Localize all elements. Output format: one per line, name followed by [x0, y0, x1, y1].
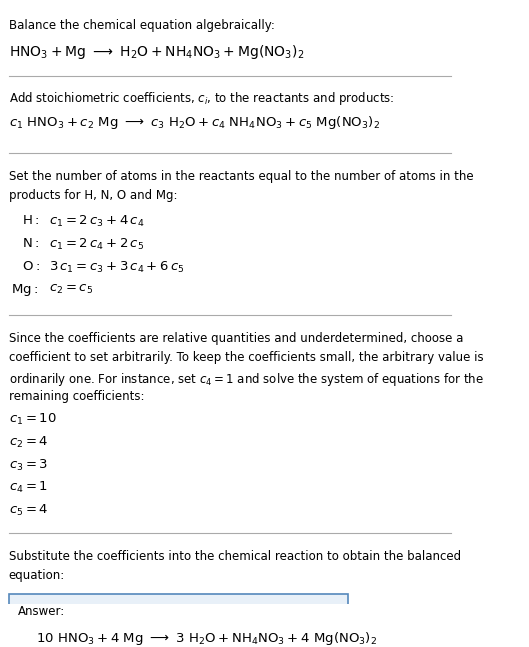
Text: $3\,c_1 = c_3 + 3\,c_4 + 6\,c_5$: $3\,c_1 = c_3 + 3\,c_4 + 6\,c_5$ — [49, 259, 185, 275]
Text: $c_1 = 2\,c_3 + 4\,c_4$: $c_1 = 2\,c_3 + 4\,c_4$ — [49, 214, 145, 229]
Text: Set the number of atoms in the reactants equal to the number of atoms in the: Set the number of atoms in the reactants… — [8, 170, 473, 182]
Text: $c_1\ \mathrm{HNO_3} + c_2\ \mathrm{Mg}\ \longrightarrow\ c_3\ \mathrm{H_2O} + c: $c_1\ \mathrm{HNO_3} + c_2\ \mathrm{Mg}\… — [8, 114, 380, 131]
Text: Since the coefficients are relative quantities and underdetermined, choose a: Since the coefficients are relative quan… — [8, 332, 463, 345]
Text: $c_2 = 4$: $c_2 = 4$ — [8, 435, 48, 450]
Text: $c_4 = 1$: $c_4 = 1$ — [8, 480, 48, 496]
Text: $c_2 = c_5$: $c_2 = c_5$ — [49, 283, 94, 296]
Text: $c_3 = 3$: $c_3 = 3$ — [8, 457, 48, 473]
Text: products for H, N, O and Mg:: products for H, N, O and Mg: — [8, 189, 177, 202]
Text: $c_5 = 4$: $c_5 = 4$ — [8, 503, 48, 518]
Text: $c_1 = 2\,c_4 + 2\,c_5$: $c_1 = 2\,c_4 + 2\,c_5$ — [49, 237, 144, 252]
Text: Balance the chemical equation algebraically:: Balance the chemical equation algebraica… — [8, 19, 275, 32]
Text: $\mathrm{HNO_3 + Mg\ \longrightarrow\ H_2O + NH_4NO_3 + Mg(NO_3)_2}$: $\mathrm{HNO_3 + Mg\ \longrightarrow\ H_… — [8, 43, 304, 61]
Text: Add stoichiometric coefficients, $c_i$, to the reactants and products:: Add stoichiometric coefficients, $c_i$, … — [8, 90, 394, 107]
Text: $\mathrm{O:}$: $\mathrm{O:}$ — [22, 259, 40, 272]
Text: $10\ \mathrm{HNO_3} + 4\ \mathrm{Mg}\ \longrightarrow\ 3\ \mathrm{H_2O} + \mathr: $10\ \mathrm{HNO_3} + 4\ \mathrm{Mg}\ \l… — [36, 630, 377, 647]
Text: remaining coefficients:: remaining coefficients: — [8, 389, 144, 403]
Text: $c_1 = 10$: $c_1 = 10$ — [8, 412, 57, 427]
Text: ordinarily one. For instance, set $c_4 = 1$ and solve the system of equations fo: ordinarily one. For instance, set $c_4 =… — [8, 371, 484, 388]
Text: $\mathrm{H:}$: $\mathrm{H:}$ — [22, 214, 40, 227]
Text: $\mathrm{N:}$: $\mathrm{N:}$ — [22, 237, 40, 250]
Text: $\mathrm{Mg:}$: $\mathrm{Mg:}$ — [11, 283, 38, 298]
Text: coefficient to set arbitrarily. To keep the coefficients small, the arbitrary va: coefficient to set arbitrarily. To keep … — [8, 351, 484, 364]
Text: equation:: equation: — [8, 569, 65, 582]
FancyBboxPatch shape — [8, 595, 348, 647]
Text: Answer:: Answer: — [17, 605, 65, 618]
Text: Substitute the coefficients into the chemical reaction to obtain the balanced: Substitute the coefficients into the che… — [8, 550, 461, 563]
